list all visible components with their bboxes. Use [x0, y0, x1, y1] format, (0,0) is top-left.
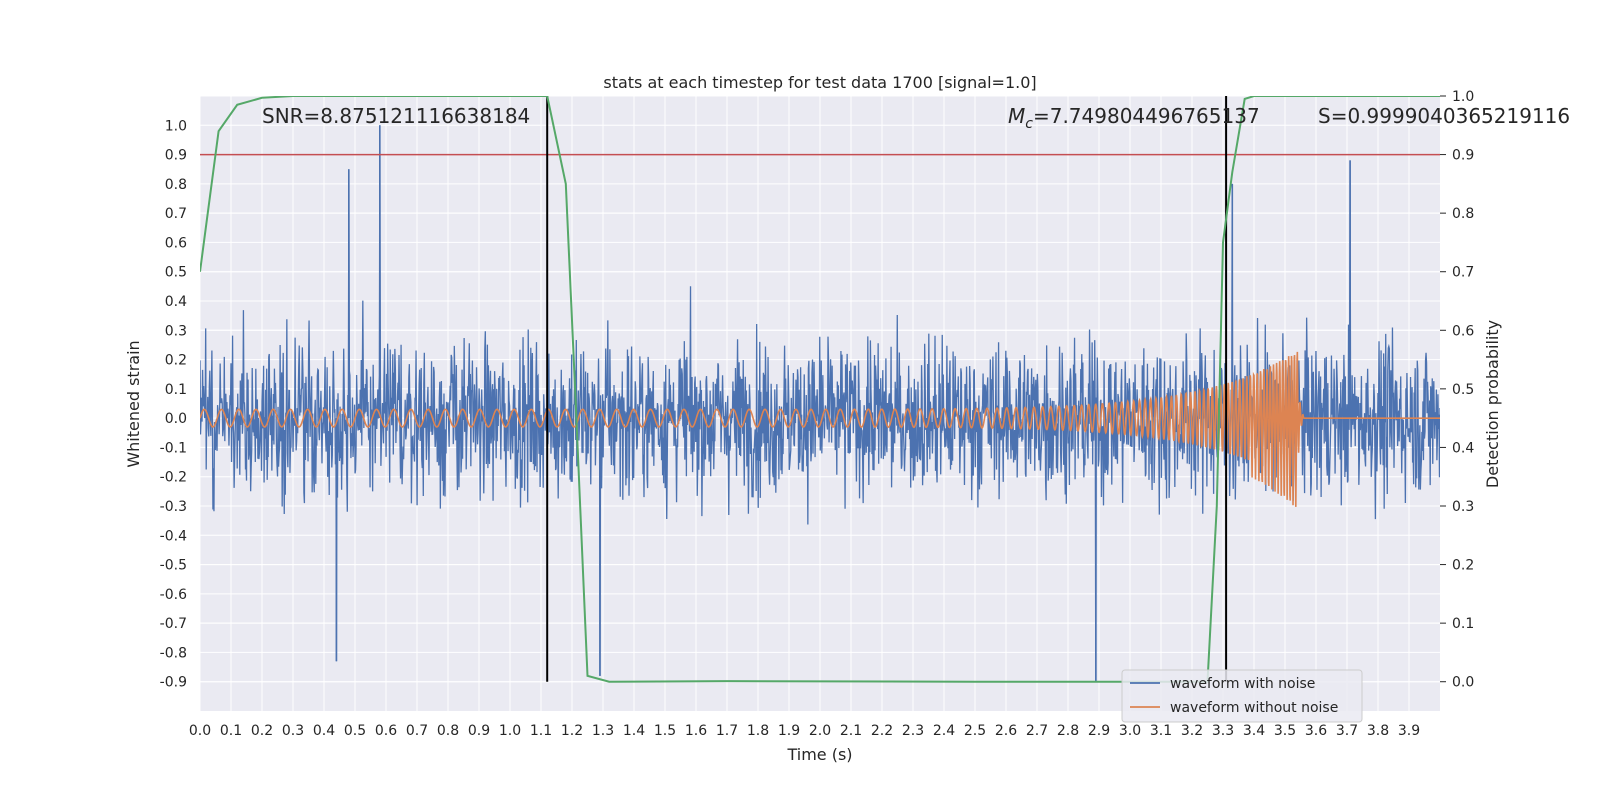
y-axis-label: Whitened strain — [124, 340, 143, 467]
x-tick-label: 0.9 — [468, 723, 490, 739]
x-tick-label: 1.5 — [654, 723, 676, 739]
x-tick-label: 2.4 — [933, 723, 955, 739]
x-tick-label: 0.2 — [251, 723, 273, 739]
x-tick-label: 0.5 — [344, 723, 366, 739]
y2-tick-label: 0.5 — [1452, 382, 1474, 398]
series-detection-probability — [200, 96, 1440, 683]
x-tick-label: 1.7 — [716, 723, 738, 739]
y-tick-label: -0.3 — [160, 499, 187, 515]
y2-tick-label: 0.1 — [1452, 616, 1474, 632]
x-tick-label: 2.8 — [1057, 723, 1079, 739]
y-tick-label: 0.7 — [165, 206, 187, 222]
mc-annotation: Mc=7.749804496765137 — [1008, 104, 1260, 132]
x-tick-label: 2.9 — [1088, 723, 1110, 739]
s-annotation: S=0.9999040365219116 — [1318, 104, 1570, 128]
x-tick-label: 3.2 — [1181, 723, 1203, 739]
x-tick-label: 3.0 — [1119, 723, 1141, 739]
series-waveform-without-noise — [200, 351, 1440, 507]
plot-content — [200, 96, 1440, 683]
y-tick-label: 0.5 — [165, 265, 187, 281]
y-tick-label: 0.9 — [165, 148, 187, 164]
x-tick-label: 2.6 — [995, 723, 1017, 739]
y-tick-label: -0.1 — [160, 440, 187, 456]
y2-tick-label: 0.2 — [1452, 558, 1474, 574]
y2-tick-label: 0.9 — [1452, 148, 1474, 164]
mc-subscript: c — [1025, 116, 1033, 132]
x-tick-label: 2.3 — [902, 723, 924, 739]
x-tick-label: 2.2 — [871, 723, 893, 739]
y2-tick-label: 0.7 — [1452, 265, 1474, 281]
legend-box — [1121, 669, 1363, 723]
x-tick-label: 0.4 — [313, 723, 335, 739]
mc-symbol: M — [1008, 104, 1025, 128]
axes: 0.0 0.1 0.2 0.3 0.4 0.5 0.6 0.7 0.8 0.9 1.0 1.1 1.2 1… — [160, 89, 1475, 739]
x-tick-label: 3.3 — [1212, 723, 1234, 739]
x-tick-label: 1.4 — [623, 723, 645, 739]
y-tick-label: -0.5 — [160, 558, 187, 574]
x-tick-label: 3.9 — [1398, 723, 1420, 739]
legend-label-clean: waveform without noise — [1170, 700, 1338, 716]
y-tick-label: -0.9 — [160, 675, 187, 691]
x-tick-label: 3.1 — [1150, 723, 1172, 739]
x-tick-label: 0.3 — [282, 723, 304, 739]
x-tick-label: 0.7 — [406, 723, 428, 739]
x-tick-label: 1.9 — [778, 723, 800, 739]
y-tick-label: 0.6 — [165, 235, 187, 251]
series-waveform-with-noise — [200, 125, 1440, 682]
x-tick-label: 1.2 — [561, 723, 583, 739]
chart-title: stats at each timestep for test data 170… — [603, 73, 1036, 92]
y2-tick-label: 0.4 — [1452, 440, 1474, 456]
snr-annotation: SNR=8.875121116638184 — [262, 104, 530, 128]
x-tick-label: 0.1 — [220, 723, 242, 739]
y2-tick-label: 0.6 — [1452, 323, 1474, 339]
x-tick-label: 0.8 — [437, 723, 459, 739]
y2-tick-label: 0.3 — [1452, 499, 1474, 515]
y-tick-label: 0.8 — [165, 177, 187, 193]
y-tick-label: -0.2 — [160, 470, 187, 486]
y-tick-label: 0.2 — [165, 353, 187, 369]
x-tick-label: 3.6 — [1305, 723, 1327, 739]
y-tick-label: 0.1 — [165, 382, 187, 398]
y2-axis-label: Detection probability — [1483, 320, 1502, 488]
y-tick-label: -0.4 — [160, 528, 187, 544]
y-tick-label: 0.4 — [165, 294, 187, 310]
x-tick-label: 1.1 — [530, 723, 552, 739]
y2-tick-label: 0.0 — [1452, 675, 1474, 691]
x-tick-label: 3.8 — [1367, 723, 1389, 739]
x-tick-label: 2.1 — [840, 723, 862, 739]
y2-tick-label: 1.0 — [1452, 89, 1474, 105]
x-tick-label: 1.8 — [747, 723, 769, 739]
x-tick-label: 1.0 — [499, 723, 521, 739]
x-tick-label: 3.5 — [1274, 723, 1296, 739]
y-tick-label: 0.3 — [165, 323, 187, 339]
x-tick-label: 0.6 — [375, 723, 397, 739]
y-tick-label: -0.7 — [160, 616, 187, 632]
y-tick-label: -0.6 — [160, 587, 187, 603]
mc-value: =7.749804496765137 — [1033, 104, 1260, 128]
y-tick-label: 1.0 — [165, 118, 187, 134]
x-tick-label: 0.0 — [189, 723, 211, 739]
x-tick-label: 2.0 — [809, 723, 831, 739]
y2-tick-label: 0.8 — [1452, 206, 1474, 222]
legend: waveform with noise waveform without noi… — [1121, 669, 1363, 723]
y-tick-label: 0.0 — [165, 411, 187, 427]
x-tick-label: 1.6 — [685, 723, 707, 739]
x-tick-label: 2.5 — [964, 723, 986, 739]
x-tick-label: 3.4 — [1243, 723, 1265, 739]
x-tick-label: 2.7 — [1026, 723, 1048, 739]
legend-label-noise: waveform with noise — [1170, 676, 1315, 692]
x-tick-label: 1.3 — [592, 723, 614, 739]
x-axis-label: Time (s) — [786, 745, 852, 764]
y-tick-label: -0.8 — [160, 645, 187, 661]
x-tick-label: 3.7 — [1336, 723, 1358, 739]
